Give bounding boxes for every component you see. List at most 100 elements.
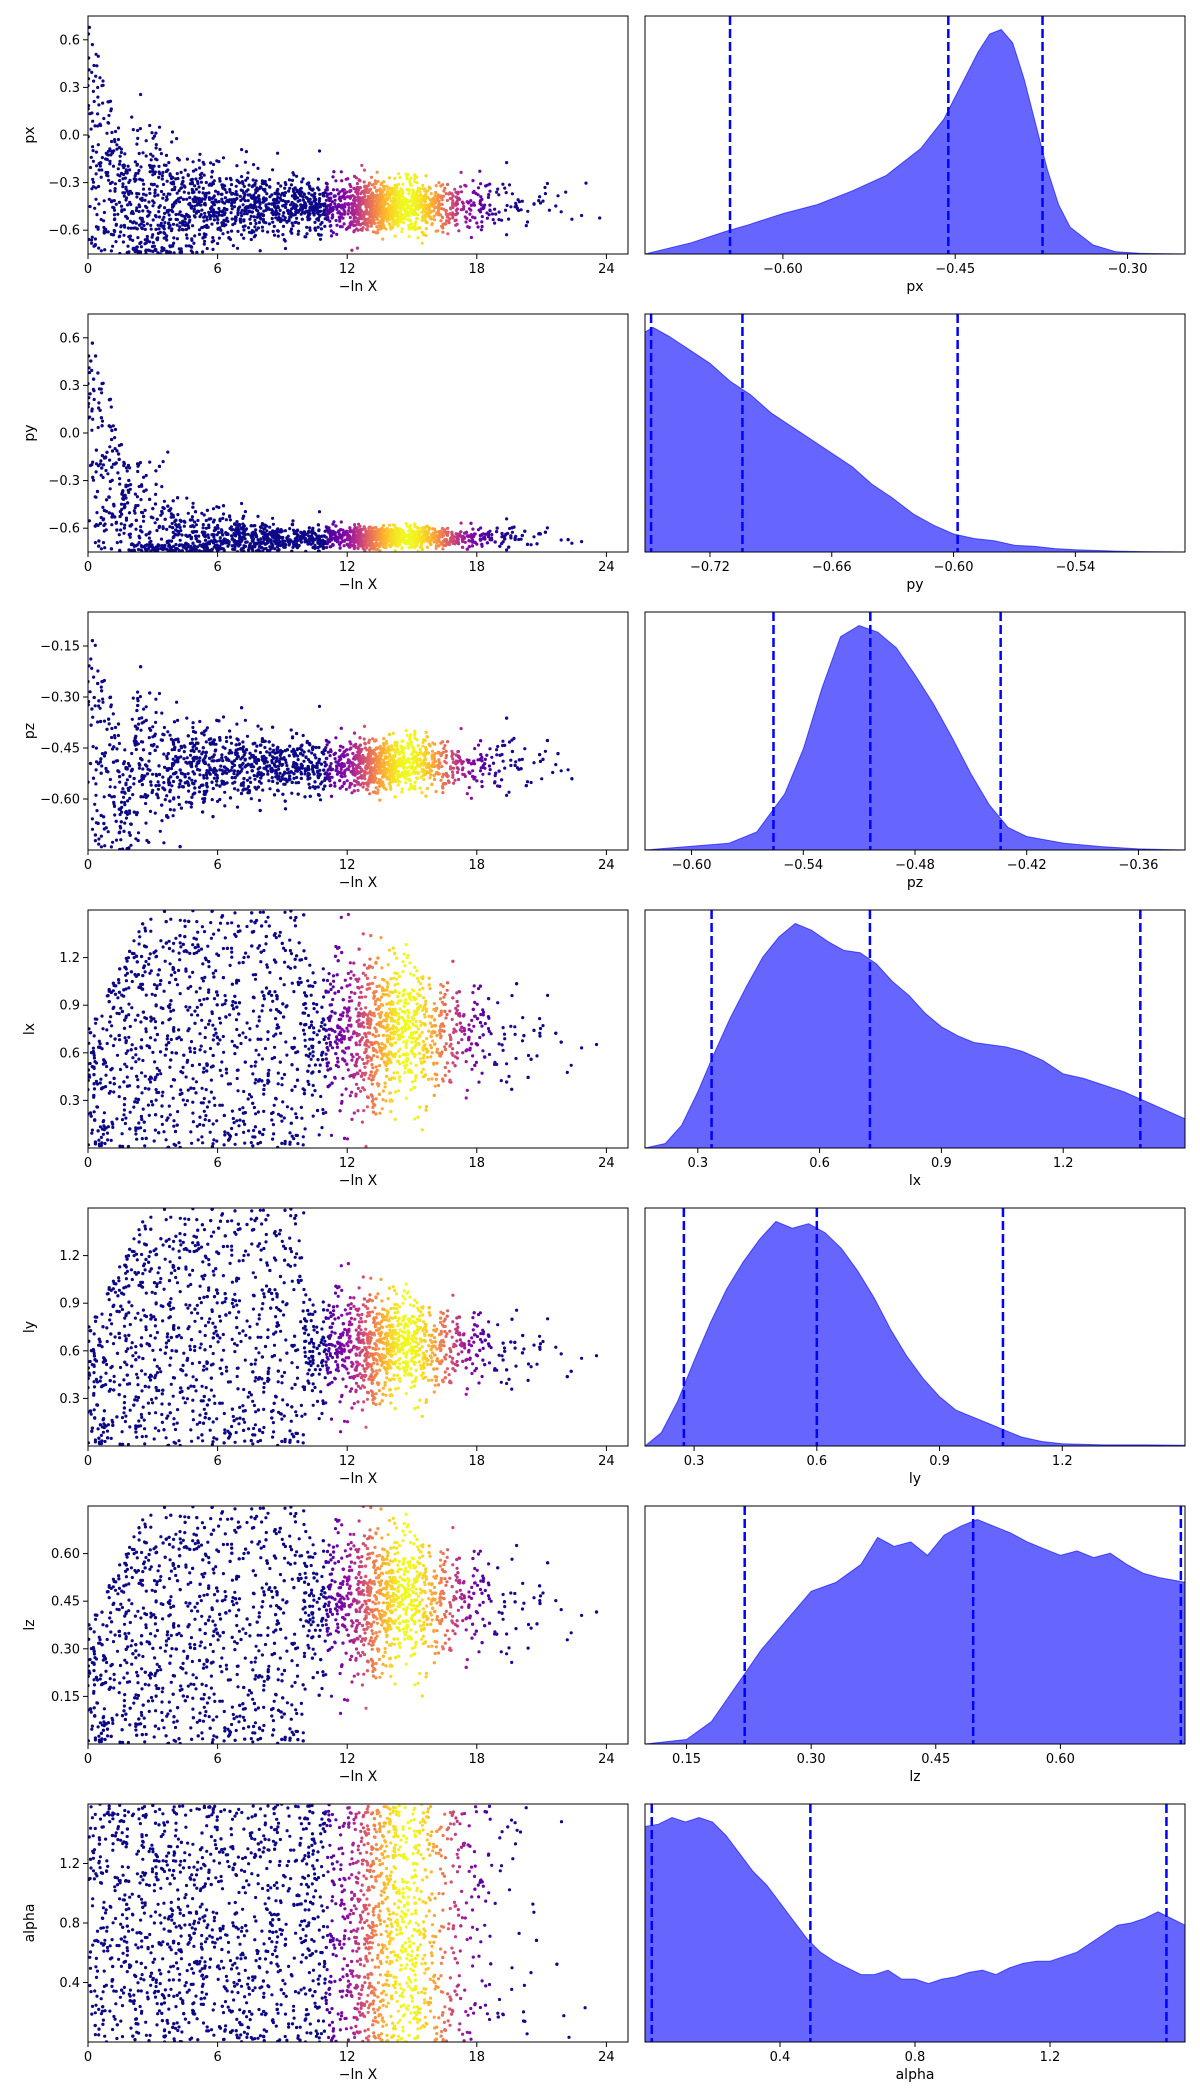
scatter-point — [376, 199, 380, 203]
scatter-point — [348, 225, 352, 229]
scatter-point — [514, 201, 518, 205]
scatter-point — [184, 547, 188, 551]
scatter-point — [130, 115, 134, 119]
scatter-point — [312, 213, 316, 217]
scatter-point — [117, 457, 121, 461]
scatter-point — [416, 186, 420, 190]
scatter-point — [283, 186, 287, 190]
scatter-point — [232, 531, 236, 535]
scatter-point — [409, 528, 413, 532]
scatter-point — [352, 229, 356, 233]
scatter-point — [289, 227, 294, 231]
scatter-point — [144, 248, 148, 252]
scatter-point — [257, 220, 261, 225]
scatter-point — [216, 218, 220, 222]
scatter-point — [291, 224, 295, 228]
scatter-point — [334, 218, 338, 223]
scatter-point — [276, 229, 280, 233]
scatter-point — [318, 237, 323, 241]
scatter-point — [331, 532, 335, 537]
scatter-point — [262, 182, 266, 186]
scatter-point — [128, 219, 132, 223]
scatter-point — [316, 177, 320, 181]
scatter-point — [220, 529, 224, 533]
scatter-point — [88, 371, 92, 375]
scatter-point — [241, 203, 245, 207]
scatter-point — [96, 85, 100, 90]
scatter-point — [397, 205, 401, 209]
scatter-point — [151, 218, 155, 222]
scatter-point — [455, 222, 459, 226]
scatter-point — [271, 522, 275, 526]
scatter-point — [122, 194, 126, 198]
scatter-point — [469, 235, 473, 240]
scatter-point — [94, 197, 98, 201]
scatter-point — [478, 169, 482, 173]
scatter-point — [346, 538, 351, 542]
scatter-point — [465, 547, 469, 551]
scatter-point — [171, 222, 176, 226]
scatter-point — [197, 158, 201, 162]
y-tick-label: −0.3 — [48, 176, 80, 191]
scatter-point — [443, 222, 447, 226]
scatter-point — [236, 208, 240, 212]
scatter-point — [96, 124, 100, 128]
scatter-point — [220, 197, 224, 201]
scatter-point — [566, 538, 570, 542]
scatter-point — [149, 165, 153, 170]
scatter-point — [235, 542, 239, 546]
scatter-point — [168, 244, 172, 248]
scatter-point — [168, 508, 172, 512]
scatter-point — [227, 200, 231, 204]
scatter-point — [517, 200, 522, 204]
scatter-point — [92, 397, 96, 402]
scatter-point — [485, 183, 489, 187]
scatter-point — [136, 462, 140, 466]
scatter-point — [356, 195, 360, 199]
scatter-point — [175, 198, 179, 202]
scatter-point — [118, 154, 122, 158]
scatter-point — [114, 461, 118, 465]
density-area — [645, 28, 1185, 254]
scatter-point — [246, 532, 250, 536]
scatter-point — [336, 192, 341, 196]
scatter-point — [108, 99, 113, 103]
scatter-point — [369, 214, 373, 218]
scatter-point — [278, 208, 282, 212]
scatter-point — [130, 191, 134, 195]
scatter-point — [185, 496, 189, 500]
scatter-point — [432, 214, 436, 218]
scatter-point — [493, 221, 497, 225]
scatter-point — [238, 194, 242, 198]
scatter-point — [304, 549, 308, 552]
scatter-point — [297, 221, 301, 225]
scatter-point — [165, 179, 169, 183]
scatter-point — [371, 219, 375, 223]
scatter-point — [317, 188, 321, 192]
scatter-point — [529, 543, 533, 547]
scatter-point — [113, 140, 117, 144]
scatter-point — [93, 206, 97, 210]
scatter-point — [90, 70, 94, 74]
scatter-point — [438, 531, 442, 535]
scatter-point — [338, 535, 342, 540]
scatter-point — [211, 520, 215, 524]
scatter-point — [142, 489, 146, 493]
scatter-point — [275, 189, 279, 193]
scatter-point — [157, 215, 162, 219]
scatter-point — [394, 207, 398, 211]
scatter-point — [88, 56, 91, 60]
scatter-point — [254, 549, 258, 552]
scatter-point — [145, 234, 149, 239]
scatter-point — [181, 214, 185, 218]
scatter-point — [339, 170, 343, 174]
scatter-point — [88, 396, 91, 400]
scatter-point — [248, 217, 252, 221]
scatter-point — [223, 196, 227, 200]
scatter-point — [144, 139, 148, 143]
scatter-point — [281, 224, 286, 228]
scatter-point — [471, 538, 475, 542]
scatter-point — [296, 232, 300, 236]
scatter-point — [337, 205, 341, 209]
scatter-point — [262, 196, 266, 200]
